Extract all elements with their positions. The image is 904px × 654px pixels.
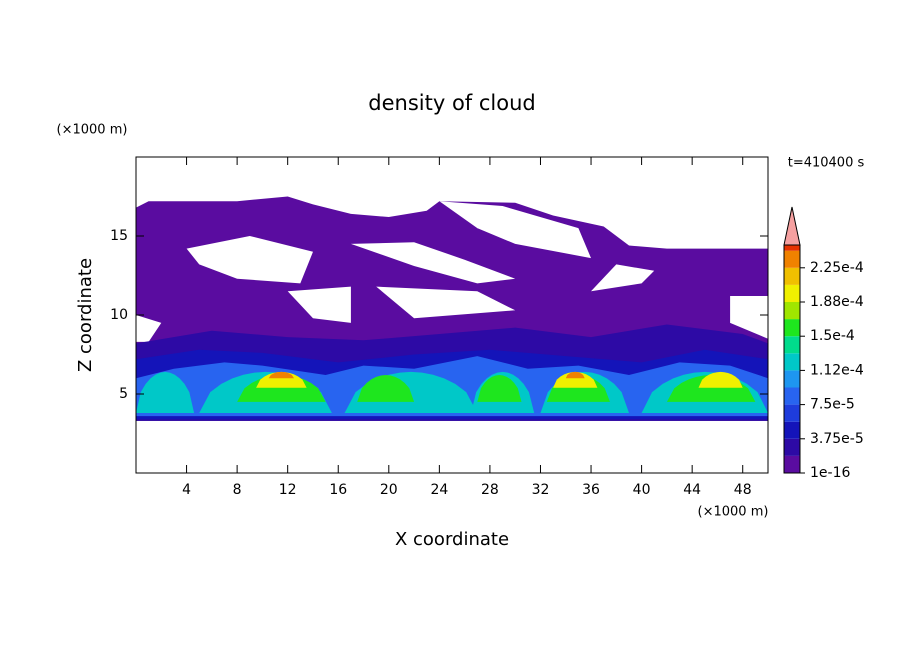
colorbar-tick-label: 1.88e-4: [810, 294, 864, 310]
x-tick-label: 36: [582, 482, 600, 498]
colorbar-tick-label: 1e-16: [810, 465, 850, 481]
contour-region: [698, 371, 743, 388]
colorbar-band: [784, 421, 800, 439]
colorbar-band: [784, 438, 800, 456]
clear-region: [376, 286, 516, 319]
clear-region: [350, 242, 516, 284]
colorbar-band: [784, 267, 800, 285]
colorbar-over: [783, 206, 801, 246]
x-tick-label: 20: [380, 482, 398, 498]
colorbar-band: [784, 284, 800, 302]
x-axis-label: X coordinate: [395, 529, 509, 550]
y-tick-label: 10: [110, 307, 128, 323]
x-tick-label: 24: [430, 482, 448, 498]
colorbar-band: [784, 250, 800, 268]
clear-region: [591, 264, 655, 292]
y-unit: (×1000 m): [57, 123, 128, 138]
colorbar-band: [784, 404, 800, 422]
contour-region: [268, 371, 294, 379]
y-tick-label: 15: [110, 228, 128, 244]
y-axis-label: Z coordinate: [75, 258, 96, 372]
x-tick-label: 28: [481, 482, 499, 498]
colorbar-band: [784, 387, 800, 405]
y-tick-label: 5: [119, 386, 128, 402]
x-tick-label: 32: [532, 482, 550, 498]
contour-field: [136, 196, 768, 421]
colorbar-tick-label: 7.5e-5: [810, 397, 855, 413]
x-tick-label: 16: [329, 482, 347, 498]
contour-region: [136, 371, 195, 413]
colorbar-tick-label: 3.75e-5: [810, 431, 864, 447]
colorbar-band: [784, 353, 800, 371]
clear-region: [186, 236, 313, 284]
x-tick-label: 4: [182, 482, 191, 498]
x-tick-label: 8: [233, 482, 242, 498]
contour-region: [357, 375, 415, 402]
x-unit: (×1000 m): [698, 505, 769, 520]
clear-region: [287, 286, 351, 323]
colorbar-tick-label: 1.12e-4: [810, 362, 864, 378]
colorbar-band: [784, 319, 800, 337]
x-tick-label: 44: [683, 482, 701, 498]
clear-region: [730, 296, 768, 339]
colorbar-tick-label: 1.5e-4: [810, 328, 855, 344]
contour-region: [553, 371, 598, 388]
contour-region: [256, 371, 307, 388]
clear-region: [136, 315, 162, 342]
contour-region: [565, 371, 585, 379]
colorbar-band: [784, 336, 800, 354]
colorbar-band: [784, 245, 800, 251]
x-tick-label: 48: [734, 482, 752, 498]
colorbar-band: [784, 455, 800, 473]
colorbar-frame: [783, 244, 801, 474]
x-tick-label: 12: [279, 482, 297, 498]
x-tick-label: 40: [633, 482, 651, 498]
clear-region: [439, 201, 591, 259]
colorbar-band: [784, 370, 800, 388]
annotation: t=410400 s: [788, 156, 865, 171]
colorbar-tick-label: 2.25e-4: [810, 260, 864, 276]
chart-title: density of cloud: [368, 91, 535, 115]
colorbar-band: [784, 302, 800, 320]
contour-region: [477, 375, 522, 402]
